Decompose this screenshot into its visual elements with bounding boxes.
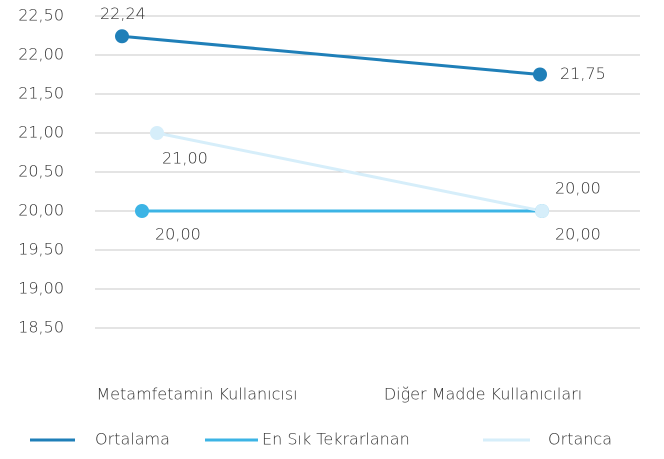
y-tick-label: 22,50 [18, 6, 64, 25]
legend-label: En Sık Tekrarlanan [262, 430, 410, 449]
series-line [121, 34, 541, 76]
y-tick-label: 18,50 [18, 318, 64, 337]
data-label: 21,00 [162, 149, 208, 168]
y-tick-label: 19,50 [18, 240, 64, 259]
data-point [115, 29, 129, 44]
y-tick-label: 21,00 [18, 123, 64, 142]
y-tick-label: 20,00 [18, 201, 64, 220]
legend-label: Ortalama [95, 430, 170, 449]
y-tick-label: 20,50 [18, 162, 64, 181]
data-label: 22,24 [100, 4, 146, 23]
y-tick-label: 22,00 [18, 45, 64, 64]
data-point [535, 204, 549, 218]
data-label: 20,00 [555, 225, 601, 244]
data-label: 20,00 [155, 225, 201, 244]
y-tick-label: 21,50 [18, 84, 64, 103]
x-tick-label: Diğer Madde Kullanıcıları [384, 385, 582, 404]
y-tick-label: 19,00 [18, 279, 64, 298]
data-label: 20,00 [555, 179, 601, 198]
data-point [533, 67, 547, 82]
data-point [150, 126, 164, 140]
series-line [156, 131, 543, 213]
data-label: 21,75 [560, 64, 606, 83]
legend-label: Ortanca [548, 430, 612, 449]
x-tick-label: Metamfetamin Kullanıcısı [96, 385, 297, 404]
data-point [135, 204, 149, 218]
